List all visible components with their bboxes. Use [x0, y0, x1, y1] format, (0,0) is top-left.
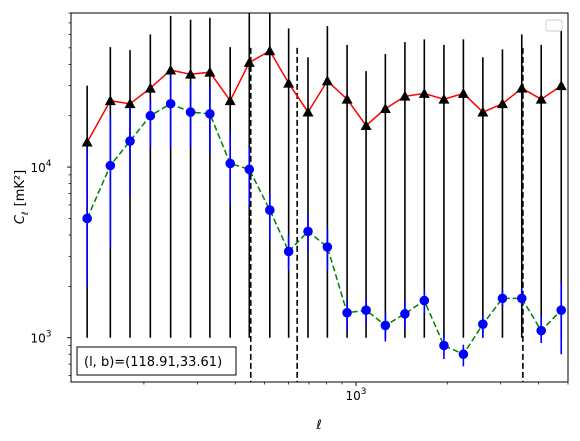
data-point	[457, 87, 469, 98]
data-point	[379, 103, 391, 114]
data-point	[535, 93, 547, 104]
data-point	[205, 109, 215, 119]
data-point	[124, 98, 136, 109]
data-point	[361, 305, 371, 315]
y-axis-label: Cℓ[mK²]	[13, 170, 31, 224]
y-tick-label: 103	[30, 330, 51, 346]
data-point	[497, 293, 508, 304]
data-point	[185, 68, 197, 79]
data-point	[82, 213, 92, 224]
data-point	[244, 164, 255, 175]
data-point	[104, 95, 116, 106]
data-point	[283, 246, 294, 257]
data-point	[341, 93, 353, 104]
annotation-text: (l, b)=(118.91,33.61)	[84, 355, 222, 370]
data-point	[185, 107, 196, 117]
data-point	[556, 305, 567, 315]
data-point	[536, 325, 547, 336]
y-axis-ticks: 103 104	[30, 12, 71, 376]
data-point	[380, 320, 391, 331]
data-point	[342, 307, 352, 318]
data-point	[283, 77, 295, 88]
data-point	[400, 309, 410, 319]
data-point	[145, 110, 156, 121]
data-point	[204, 66, 216, 77]
data-point	[125, 136, 135, 146]
data-point	[478, 319, 488, 329]
y-tick-label: 104	[30, 159, 51, 175]
plot-frame	[70, 12, 569, 383]
vertical-lines	[249, 47, 524, 382]
data-point	[477, 106, 489, 117]
data-point	[321, 75, 333, 86]
data-point	[224, 95, 236, 106]
data-point	[419, 295, 430, 306]
data-point	[264, 45, 276, 56]
data-point	[555, 80, 567, 91]
plot-background	[71, 13, 568, 382]
series-triangle	[81, 13, 567, 338]
data-point	[418, 87, 430, 98]
series-layer	[81, 13, 567, 367]
data-point	[496, 98, 508, 109]
data-point	[438, 93, 450, 104]
x-axis-label: ℓ	[315, 418, 321, 433]
legend-box	[545, 19, 563, 32]
data-point	[302, 106, 314, 117]
annotation-box	[76, 346, 237, 376]
data-point	[165, 64, 177, 75]
data-point	[144, 82, 156, 93]
data-point	[516, 293, 527, 304]
data-point	[243, 57, 255, 67]
data-point	[322, 242, 333, 252]
data-point	[264, 205, 275, 215]
data-point	[360, 120, 372, 131]
data-point	[399, 90, 411, 101]
data-point	[458, 349, 469, 360]
x-axis-ticks: 103	[143, 382, 569, 403]
data-point	[516, 82, 528, 93]
data-point	[165, 98, 176, 109]
data-point	[439, 340, 449, 351]
x-tick-label: 103	[345, 387, 366, 403]
data-point	[105, 160, 116, 171]
data-point	[303, 226, 313, 237]
series-circle	[82, 74, 567, 367]
data-point	[225, 158, 235, 169]
data-point	[81, 136, 93, 147]
